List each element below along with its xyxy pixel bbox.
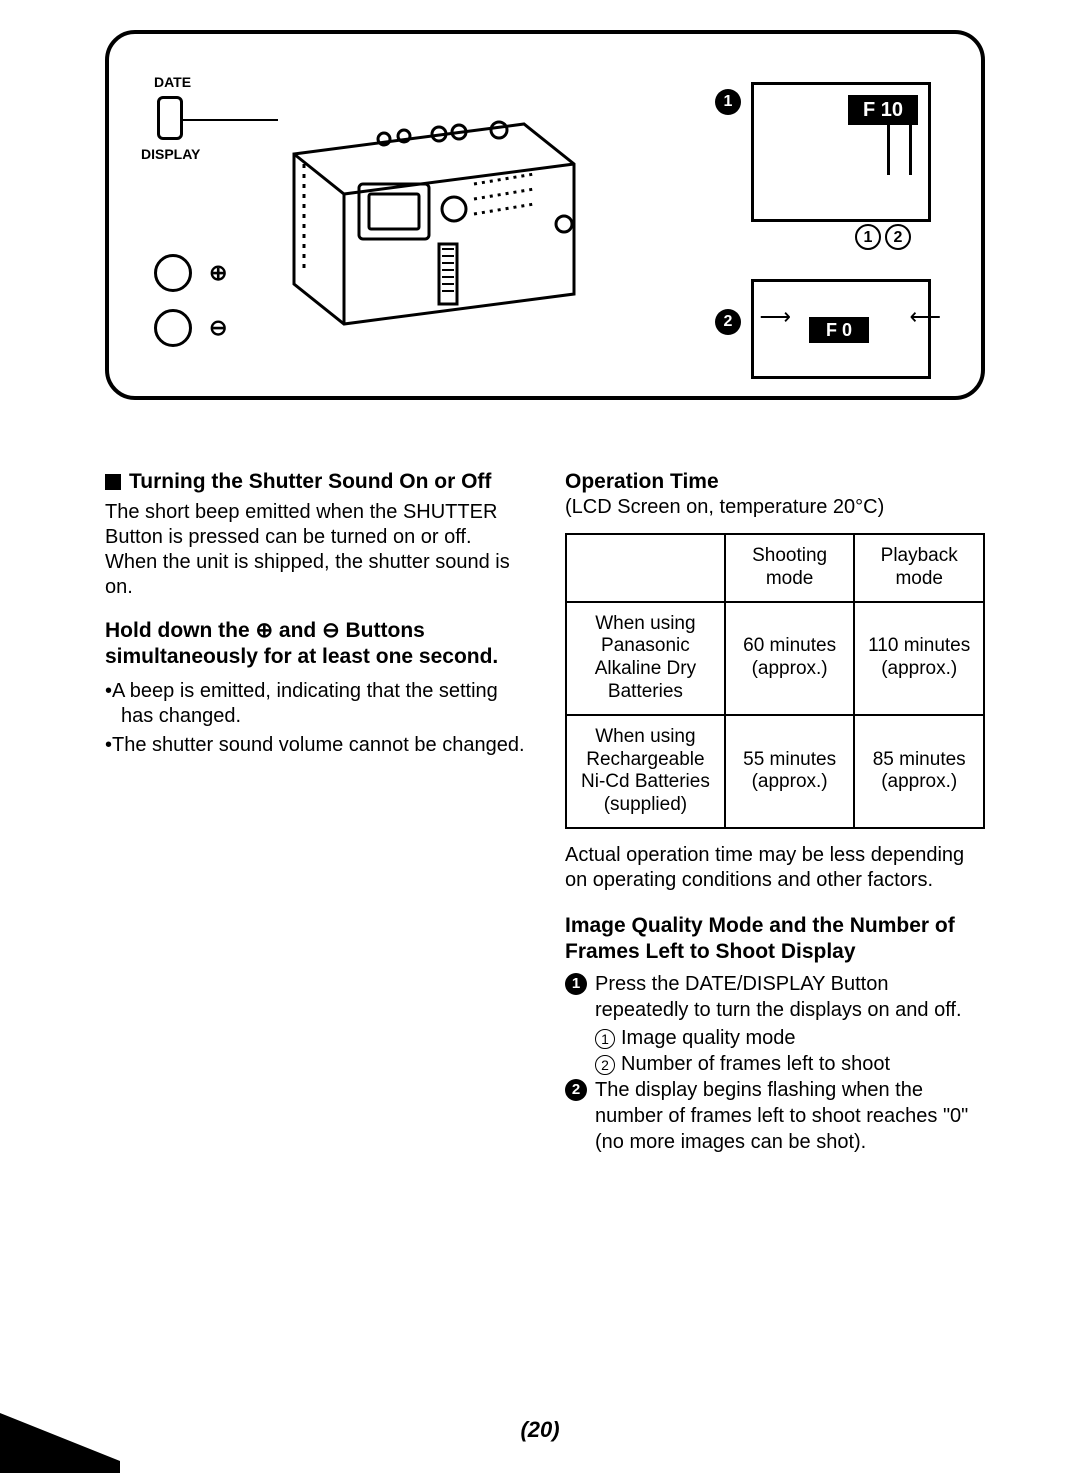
callout-1: 1 <box>715 89 741 115</box>
panel2-readout: F 0 <box>809 317 869 343</box>
indicator-line <box>909 125 912 175</box>
sub-number-1: 1 <box>595 1029 615 1049</box>
heading-text: Turning the Shutter Sound On or Off <box>129 470 491 494</box>
bullet-item: •The shutter sound volume cannot be chan… <box>105 733 525 758</box>
date-button-shape <box>157 96 183 140</box>
sub-item-text: Image quality mode <box>621 1027 796 1049</box>
operation-time-table: Shooting mode Playback mode When using P… <box>565 533 985 829</box>
item-text: The display begins flashing when the num… <box>595 1077 985 1155</box>
instruction-heading: Hold down the ⊕ and ⊖ Buttons simultaneo… <box>105 618 525 671</box>
sub-number-2: 2 <box>595 1055 615 1075</box>
list-item: 1 Press the DATE/DISPLAY Button repeated… <box>565 971 985 1023</box>
section-heading: Turning the Shutter Sound On or Off <box>105 470 525 494</box>
table-cell: 55 minutes (approx.) <box>725 715 855 828</box>
table-row: Shooting mode Playback mode <box>566 534 984 602</box>
sub-item-text: Number of frames left to shoot <box>621 1053 890 1075</box>
table-header: Shooting mode <box>725 534 855 602</box>
table-row: When using Rechargeable Ni-Cd Batteries … <box>566 715 984 828</box>
table-cell: When using Panasonic Alkaline Dry Batter… <box>566 602 725 715</box>
sub-item: 1 Image quality mode <box>565 1025 985 1051</box>
leader-line <box>183 119 278 121</box>
label-date: DATE <box>154 74 191 90</box>
note-text: Actual operation time may be less depend… <box>565 843 985 893</box>
label-display: DISPLAY <box>141 146 200 162</box>
right-column: Operation Time (LCD Screen on, temperatu… <box>565 470 985 1157</box>
bullet-item: •A beep is emitted, indicating that the … <box>105 679 525 729</box>
left-column: Turning the Shutter Sound On or Off The … <box>105 470 525 1157</box>
table-cell: 60 minutes (approx.) <box>725 602 855 715</box>
numbered-list: 1 Press the DATE/DISPLAY Button repeated… <box>565 971 985 1155</box>
minus-symbol: ⊖ <box>209 315 227 341</box>
callout-2: 2 <box>715 309 741 335</box>
text-columns: Turning the Shutter Sound On or Off The … <box>105 470 985 1157</box>
table-cell: 85 minutes (approx.) <box>854 715 984 828</box>
table-cell: 110 minutes (approx.) <box>854 602 984 715</box>
sub-item: 2 Number of frames left to shoot <box>565 1051 985 1077</box>
table-cell: When using Rechargeable Ni-Cd Batteries … <box>566 715 725 828</box>
number-badge-2: 2 <box>565 1079 587 1101</box>
plus-circle <box>154 254 192 292</box>
minus-circle <box>154 309 192 347</box>
number-badge-1: 1 <box>565 973 587 995</box>
operation-subhead: (LCD Screen on, temperature 20°C) <box>565 496 985 519</box>
diagram-box: DATE DISPLAY ⊕ ⊖ 1 F 10 <box>105 30 985 400</box>
table-header <box>566 534 725 602</box>
item-text: Press the DATE/DISPLAY Button repeatedly… <box>595 971 985 1023</box>
panel1-readout: F 10 <box>848 95 918 125</box>
display-panel-1: F 10 <box>751 82 931 222</box>
plus-symbol: ⊕ <box>209 260 227 286</box>
table-header: Playback mode <box>854 534 984 602</box>
indicator-line <box>887 125 890 175</box>
camera-illustration <box>274 94 584 334</box>
list-item: 2 The display begins flashing when the n… <box>565 1077 985 1155</box>
square-bullet-icon <box>105 474 121 490</box>
table-row: When using Panasonic Alkaline Dry Batter… <box>566 602 984 715</box>
image-quality-heading: Image Quality Mode and the Number of Fra… <box>565 913 985 966</box>
flash-mark-left: ⟶ <box>759 304 791 330</box>
sub-callout-2: 2 <box>885 224 911 250</box>
body-paragraph: The short beep emitted when the SHUTTER … <box>105 500 525 600</box>
sub-callout-1: 1 <box>855 224 881 250</box>
operation-heading: Operation Time <box>565 470 985 494</box>
bullet-list: •A beep is emitted, indicating that the … <box>105 679 525 758</box>
page-number: (20) <box>0 1417 1080 1443</box>
flash-mark-right: ⟵ <box>909 304 941 330</box>
